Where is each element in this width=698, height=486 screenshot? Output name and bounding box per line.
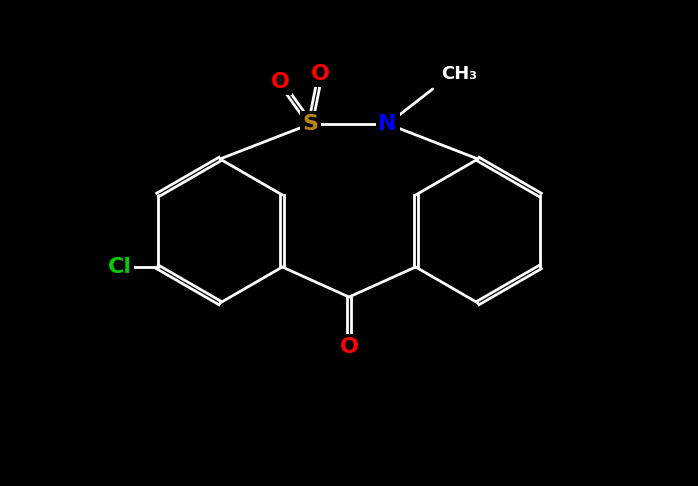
Text: O: O: [339, 337, 359, 357]
Text: N: N: [378, 114, 397, 134]
Text: O: O: [271, 72, 290, 92]
Text: S: S: [302, 114, 318, 134]
Text: Cl: Cl: [107, 257, 132, 277]
Text: CH₃: CH₃: [440, 65, 477, 83]
Text: O: O: [311, 64, 329, 84]
